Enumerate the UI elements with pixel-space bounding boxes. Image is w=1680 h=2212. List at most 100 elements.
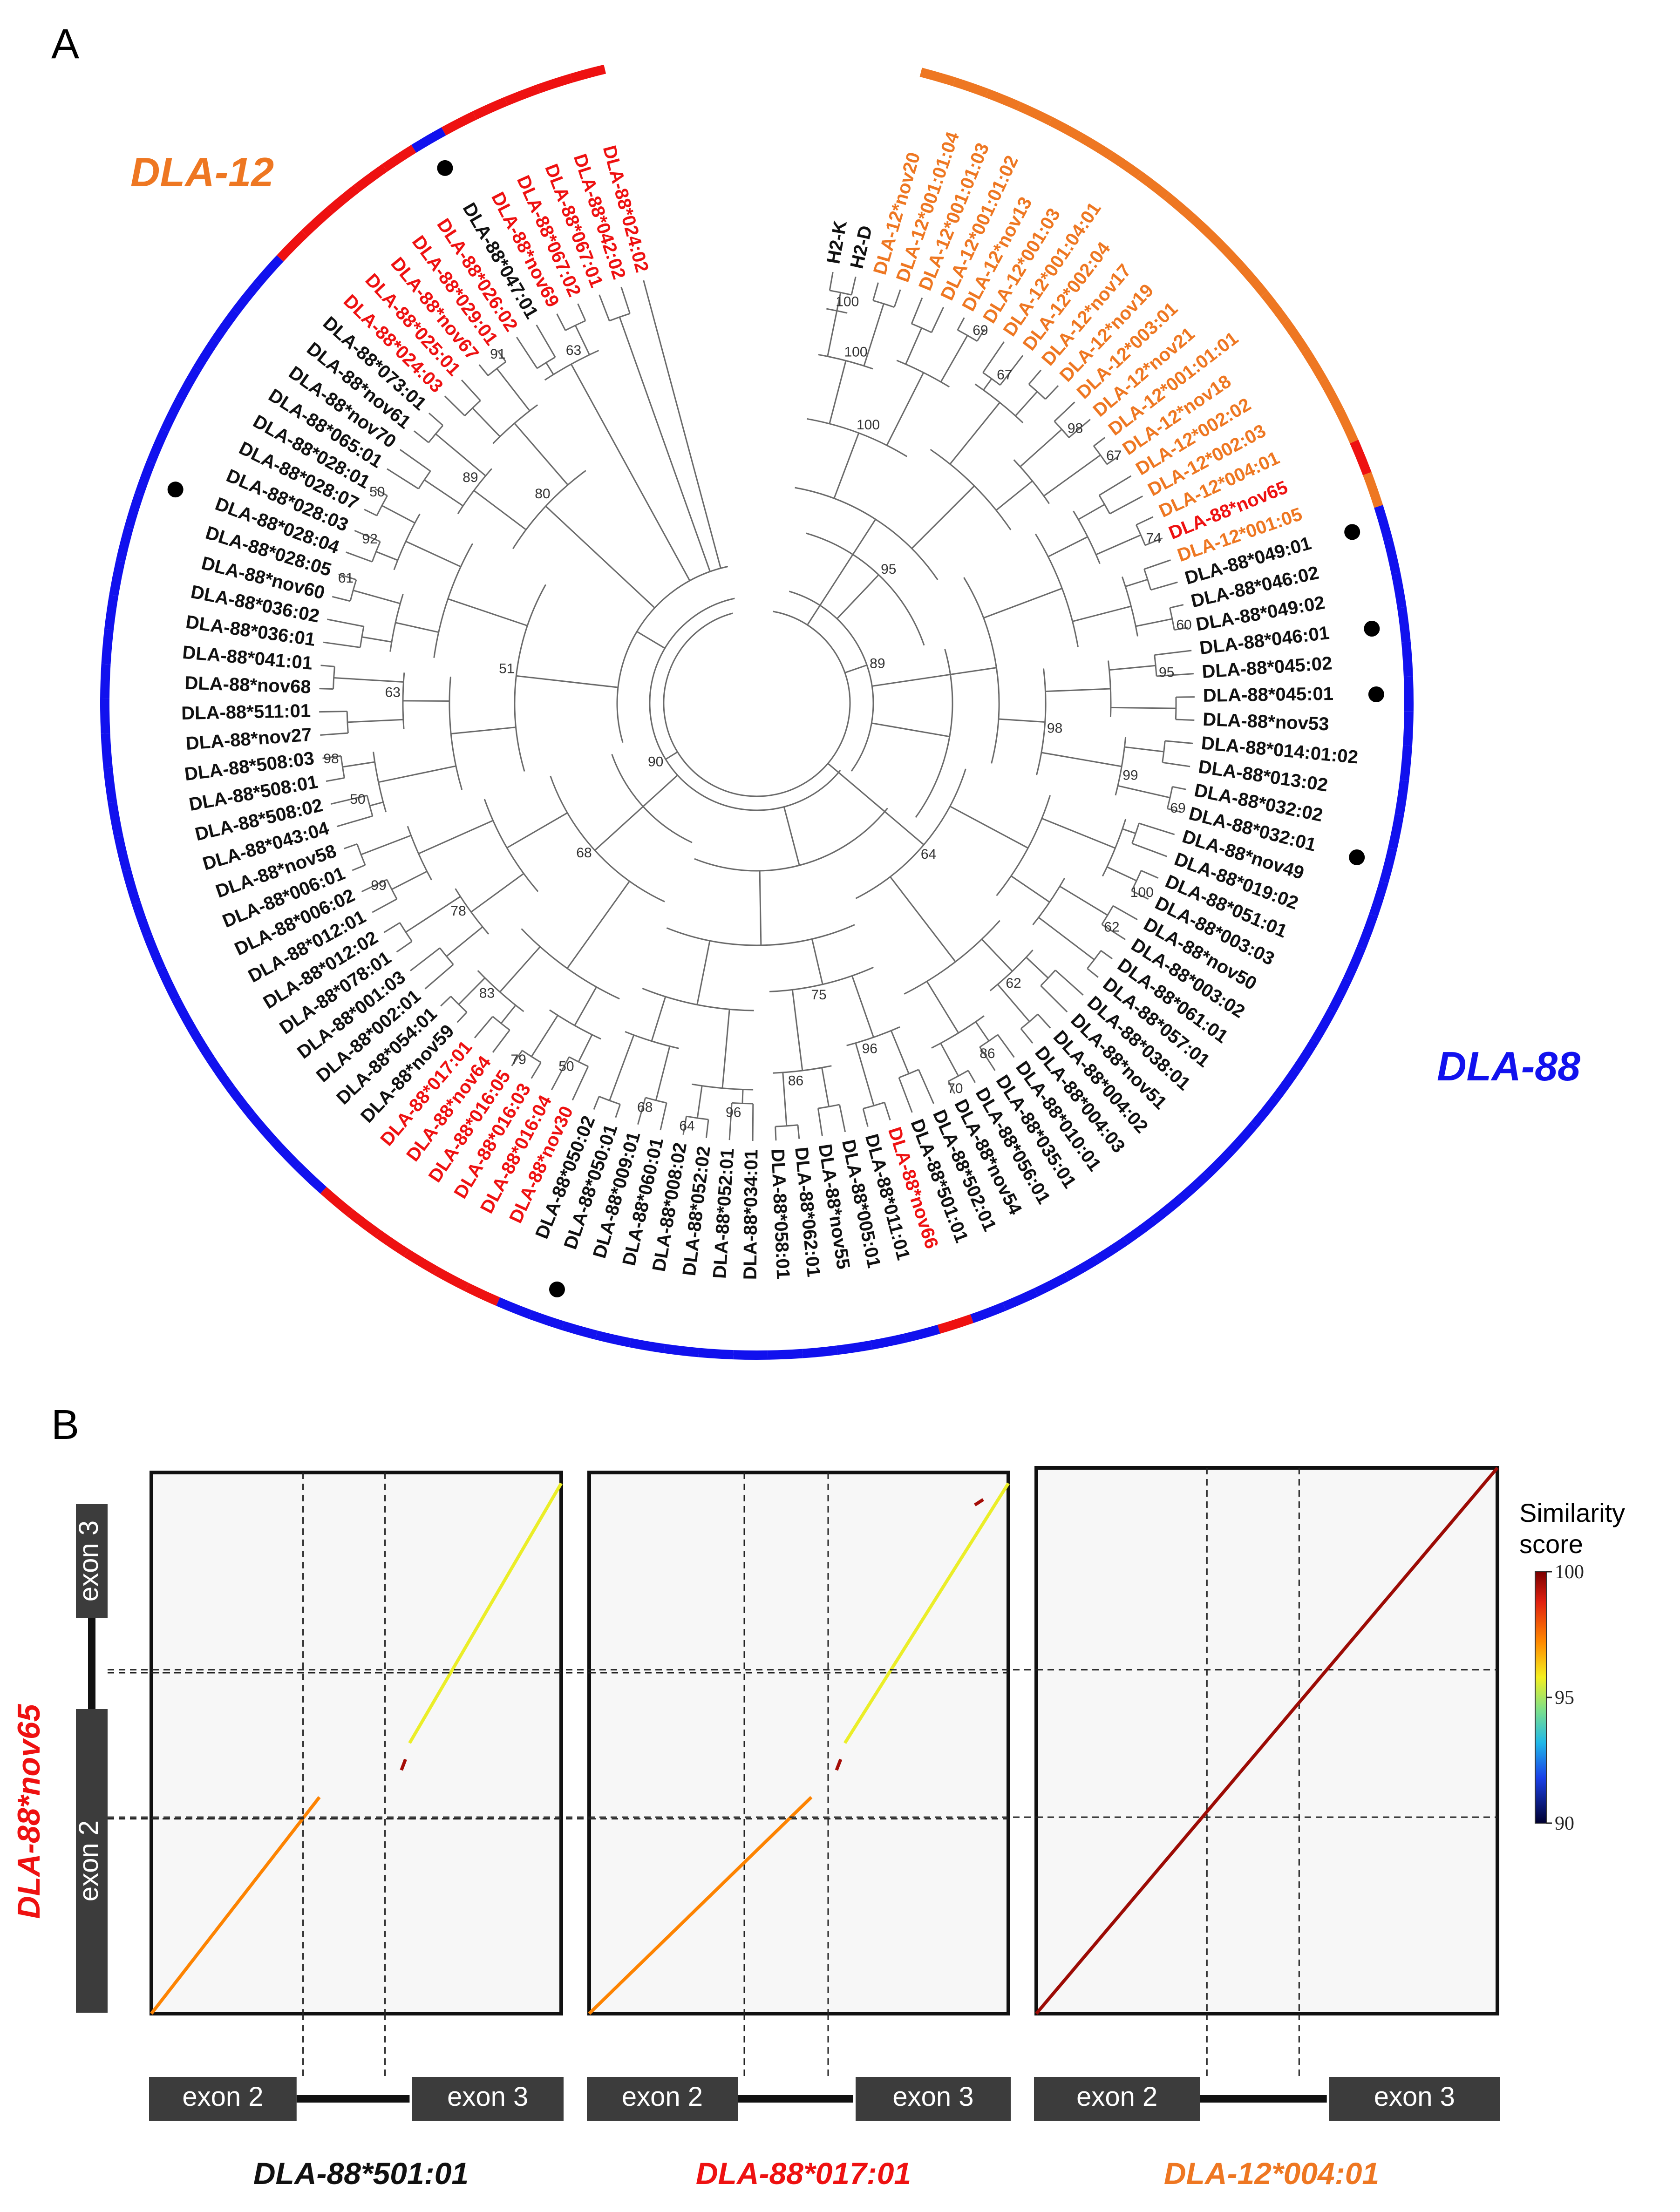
branch: [829, 272, 834, 291]
branch-arc: [1098, 495, 1111, 514]
branch: [478, 364, 489, 376]
branch-arc: [1028, 384, 1046, 400]
ring-segment: [146, 428, 169, 464]
ring-segment: [496, 1297, 532, 1319]
branch: [511, 1050, 523, 1066]
ring-segment: [802, 1345, 838, 1358]
bootstrap-label: 62: [1104, 920, 1119, 935]
branch: [322, 755, 341, 759]
x-exon-box-3: [856, 2077, 1011, 2121]
y-exon-box-2: [76, 1709, 108, 2013]
bootstrap-label: 100: [857, 417, 880, 433]
ring-segment: [1215, 239, 1245, 271]
bootstrap-label: 75: [811, 987, 826, 1003]
ring-segment: [1403, 711, 1414, 746]
branch: [545, 505, 655, 609]
ring-segment: [1374, 505, 1393, 541]
branch-arc: [407, 826, 432, 881]
ring-segment: [1311, 1008, 1336, 1043]
branch: [741, 1089, 744, 1104]
branch: [556, 313, 566, 331]
branch-arc: [569, 1056, 589, 1067]
branch: [997, 1034, 1015, 1058]
branch: [872, 667, 997, 687]
taxon-label: DLA-88*nov68: [184, 673, 312, 698]
x-sequence-label: DLA-12*004:01: [1164, 2156, 1379, 2191]
colorbar-tick-label: 90: [1555, 1813, 1574, 1834]
branch: [1072, 605, 1131, 622]
branch: [839, 1104, 846, 1132]
ring-segment: [143, 934, 165, 970]
branch: [472, 407, 501, 437]
ring-segment: [985, 88, 1021, 111]
ring-segment: [1151, 1194, 1184, 1224]
ring-segment: [1136, 171, 1170, 200]
branch: [410, 947, 441, 971]
branch-arc: [1032, 878, 1065, 925]
branch: [405, 896, 461, 933]
branch: [1141, 870, 1159, 879]
ring-segment: [561, 1321, 598, 1340]
branch: [320, 665, 335, 667]
ring-segment: [1357, 914, 1378, 950]
branch: [474, 1016, 493, 1038]
similarity-segment: [835, 1758, 843, 1771]
branch: [418, 820, 494, 855]
branch-arc: [979, 1034, 999, 1048]
branch: [338, 573, 357, 581]
branch: [836, 292, 842, 311]
colorbar: Similarity score 100 95 90: [1519, 1498, 1625, 1834]
bootstrap-label: 67: [1106, 448, 1122, 463]
bootstrap-label: 69: [973, 323, 988, 338]
branch: [926, 981, 959, 1033]
branch: [829, 360, 847, 424]
ring-segment: [156, 966, 180, 1002]
branch: [1176, 696, 1195, 698]
branch: [353, 590, 401, 604]
marker-dot: [1349, 849, 1365, 865]
bootstrap-label: 96: [862, 1041, 877, 1056]
ring-segment: [937, 1314, 973, 1334]
colorbar-tick-label: 95: [1555, 1687, 1574, 1709]
branch: [1145, 537, 1163, 546]
ring-segment: [124, 493, 144, 529]
branch: [424, 964, 454, 990]
tree-branches: [319, 272, 1195, 1141]
y-sequence-label: DLA-88*nov65: [11, 1703, 47, 1919]
branch: [651, 996, 667, 1042]
ring-segment: [382, 145, 416, 172]
branch: [1099, 475, 1132, 496]
ring-segment: [768, 1349, 803, 1360]
ring-segment: [1394, 780, 1409, 815]
branch: [655, 1046, 671, 1101]
branch-arc: [428, 425, 444, 443]
ring-segment: [109, 560, 125, 597]
ring-segment: [1078, 133, 1113, 160]
branch: [593, 1096, 600, 1110]
branch: [863, 303, 884, 366]
branch: [578, 1034, 593, 1062]
bootstrap-label: 95: [1159, 665, 1174, 680]
ring-segment: [132, 902, 152, 938]
taxon-labels: H2-KH2-DDLA-12*nov20DLA-12*001:01:04DLA-…: [167, 129, 1384, 1297]
branch: [620, 286, 631, 314]
ring-segment: [122, 869, 141, 905]
branch: [1000, 355, 1024, 386]
branch-arc: [616, 566, 728, 743]
ring-segment: [1227, 1121, 1258, 1154]
bootstrap-label: 98: [1047, 720, 1062, 736]
taxon-label: H2-K: [823, 219, 851, 265]
branch: [981, 938, 1013, 972]
marker-dot: [1344, 524, 1360, 540]
branch: [545, 362, 554, 375]
branch: [791, 990, 803, 1071]
ring-segment: [1343, 946, 1366, 982]
branch: [323, 641, 360, 648]
branch-arc: [464, 400, 481, 416]
ring-segment: [1260, 291, 1290, 325]
branch: [326, 777, 345, 782]
bootstrap-label: 68: [576, 845, 592, 861]
branch: [696, 1086, 703, 1119]
bootstrap-label: 100: [836, 294, 859, 310]
branch: [1028, 369, 1042, 385]
